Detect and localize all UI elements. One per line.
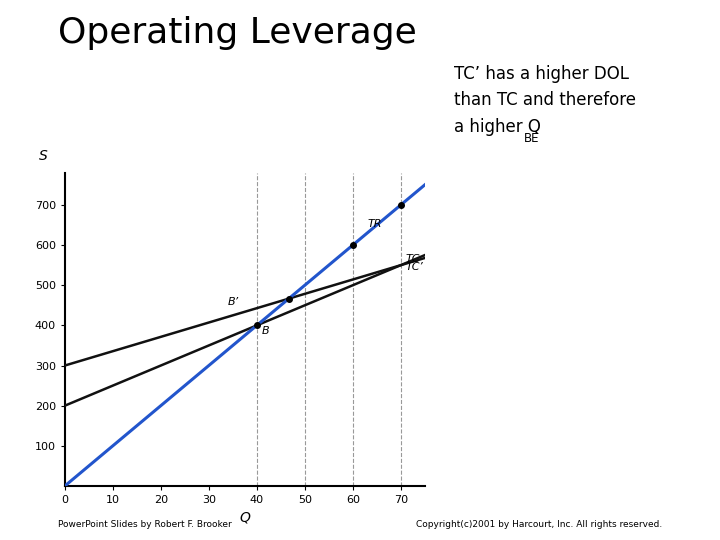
Text: TR: TR [367,219,382,229]
Text: TC’ has a higher DOL
than TC and therefore
a higher Q: TC’ has a higher DOL than TC and therefo… [454,65,636,136]
Text: B’: B’ [228,297,239,307]
X-axis label: Q: Q [239,511,251,524]
Y-axis label: S: S [39,150,48,164]
Text: Operating Leverage: Operating Leverage [58,16,416,50]
Text: B: B [261,326,269,336]
Text: BE: BE [524,132,540,145]
Text: TC’: TC’ [405,262,423,272]
Text: Copyright(c)2001 by Harcourt, Inc. All rights reserved.: Copyright(c)2001 by Harcourt, Inc. All r… [416,520,662,529]
Text: PowerPoint Slides by Robert F. Brooker: PowerPoint Slides by Robert F. Brooker [58,520,231,529]
Text: TC: TC [405,254,420,264]
